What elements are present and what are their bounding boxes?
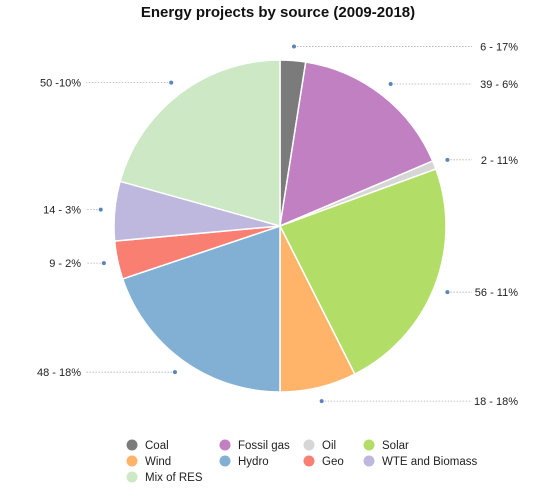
slice-hydro[interactable] — [121, 224, 281, 393]
anchor-dot-fossil-gas — [388, 82, 393, 87]
legend-item-hydro[interactable]: Hydro — [219, 455, 269, 469]
legend-item-geo[interactable]: Geo — [303, 455, 344, 469]
legend-label: Mix of RES — [145, 472, 203, 484]
legend-item-oil[interactable]: Oil — [303, 439, 337, 453]
legend-label: Geo — [322, 456, 344, 468]
anchor-dot-mix-of-res — [169, 80, 174, 85]
slice-labels: 6 - 17% 39 - 6% 2 - 11% 56 - 11% 18 - 18% 48 … — [37, 42, 518, 409]
legend-item-mix-of-res[interactable]: Mix of RES — [126, 471, 203, 485]
slice-solar[interactable] — [278, 168, 447, 376]
legend-swatch — [126, 471, 138, 483]
data-label-coal: 6 - 17% — [480, 42, 518, 54]
chart-title: Energy projects by source (2009-2018) — [141, 4, 415, 21]
legend-item-wind[interactable]: Wind — [126, 455, 172, 469]
anchor-dot-wind — [319, 399, 324, 404]
legend-swatch — [126, 439, 138, 451]
slice-fossil-gas[interactable] — [279, 61, 434, 228]
legend-label: WTE and Biomass — [382, 456, 477, 468]
anchor-dot-coal — [292, 44, 297, 49]
data-label-solar: 56 - 11% — [475, 287, 518, 299]
legend-swatch — [303, 455, 315, 467]
anchor-dot-geo — [101, 261, 106, 266]
anchor-dot-wte-and-biomass — [98, 207, 103, 212]
anchor-dot-oil — [445, 157, 450, 162]
legend-label: Hydro — [238, 456, 269, 468]
data-label-fossil-gas: 39 - 6% — [480, 79, 518, 91]
legend-swatch — [219, 439, 231, 451]
anchor-dot-hydro — [172, 370, 177, 375]
legend-swatch — [219, 455, 231, 467]
data-label-oil: 2 - 11% — [481, 155, 518, 167]
data-label-wte-and-biomass: 14 - 3% — [43, 205, 81, 217]
legend-swatch — [126, 455, 138, 467]
legend-item-coal[interactable]: Coal — [126, 439, 169, 453]
pie-slices — [113, 59, 447, 393]
anchor-dot-solar — [445, 290, 450, 295]
legend-swatch — [303, 439, 315, 451]
data-label-wind: 18 - 18% — [474, 396, 518, 408]
legend-label: Fossil gas — [238, 440, 290, 452]
legend-swatch — [363, 455, 375, 467]
legend-label: Oil — [322, 440, 336, 452]
legend: Coal Fossil gas Oil Solar Wind Hydro Geo WTE an… — [126, 439, 478, 485]
legend-label: Solar — [382, 440, 409, 452]
data-label-mix-of-res: 50 -10% — [40, 78, 81, 90]
legend-item-fossil-gas[interactable]: Fossil gas — [219, 439, 291, 453]
legend-item-wte-and-biomass[interactable]: WTE and Biomass — [363, 455, 478, 469]
legend-label: Wind — [145, 456, 171, 468]
legend-swatch — [363, 439, 375, 451]
legend-item-solar[interactable]: Solar — [363, 439, 410, 453]
data-label-hydro: 48 - 18% — [37, 367, 81, 379]
data-label-geo: 9 - 2% — [49, 258, 81, 270]
slice-mix-of-res[interactable] — [119, 59, 281, 227]
legend-label: Coal — [145, 440, 169, 452]
